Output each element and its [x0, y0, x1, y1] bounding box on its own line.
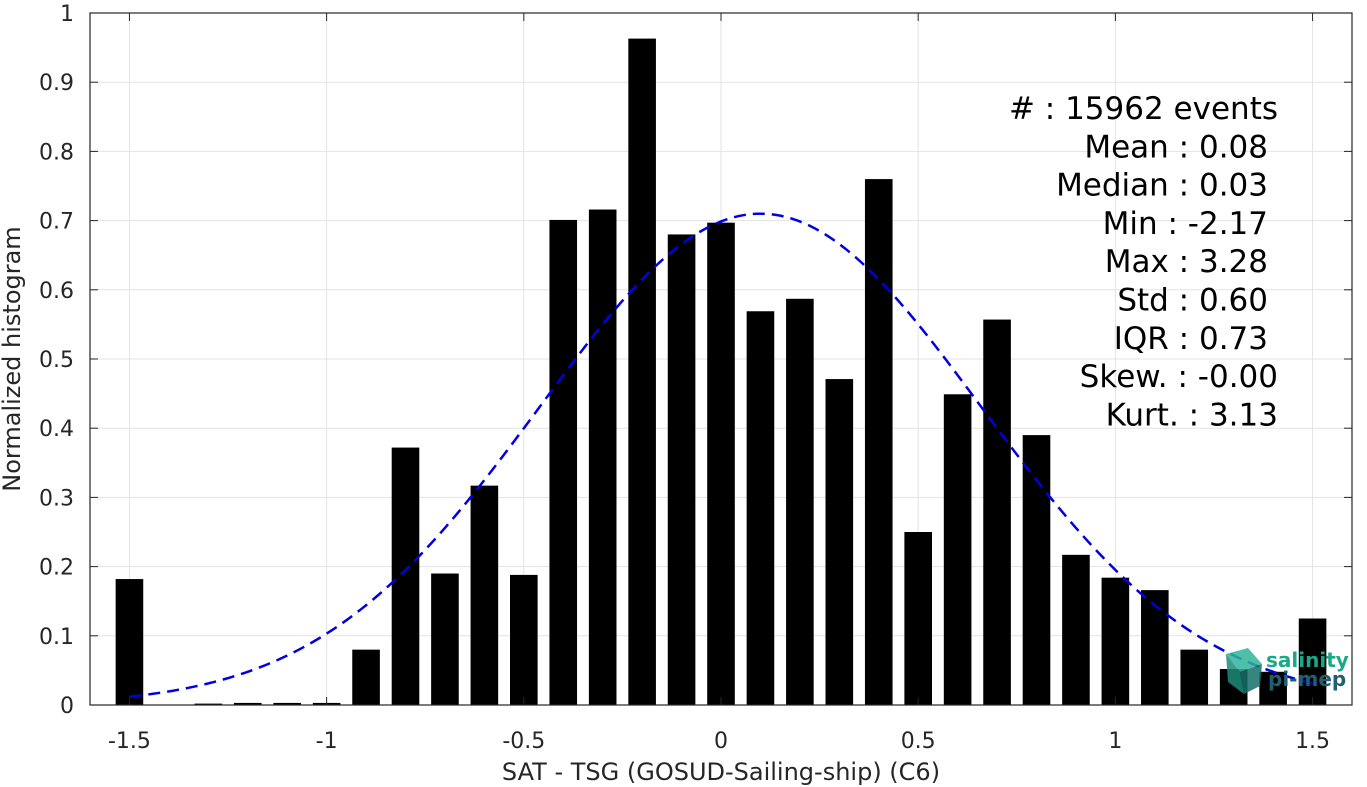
histogram-bar [1062, 554, 1090, 705]
y-tick-label: 0.9 [39, 71, 74, 96]
x-tick-labels: -1.5 -1 -0.5 0 0.5 1 1.5 [108, 729, 1330, 754]
x-tick-label: 1 [1108, 729, 1122, 754]
histogram-bar [273, 702, 301, 705]
stats-line: Std : 0.60 [1117, 283, 1268, 319]
x-tick-label: 1.5 [1295, 729, 1330, 754]
y-axis-label: Normalized histogram [0, 226, 26, 491]
y-tick-labels: 0 0.1 0.2 0.3 0.4 0.5 0.6 0.7 0.8 0.9 1 [39, 2, 74, 719]
histogram-bar [667, 234, 696, 705]
stats-line: Median : 0.03 [1056, 168, 1268, 204]
histogram-bar [233, 702, 262, 705]
logo-text-line2: pi-mep [1268, 667, 1346, 691]
y-tick-label: 1 [60, 2, 74, 27]
stats-line: Mean : 0.08 [1084, 129, 1268, 165]
histogram-bar [194, 703, 223, 705]
histogram-bar [746, 311, 775, 705]
histogram-bar [1141, 590, 1169, 705]
y-tick-label: 0.7 [39, 210, 74, 235]
x-tick-label: -1.5 [108, 729, 151, 754]
histogram-bar [1101, 577, 1130, 705]
histogram-bar [983, 319, 1011, 705]
histogram-bar [115, 579, 144, 705]
stats-line: Min : -2.17 [1103, 206, 1268, 242]
y-tick-label: 0.5 [39, 348, 74, 373]
stats-line: Kurt. : 3.13 [1106, 397, 1278, 433]
logo-cube-icon [1226, 648, 1262, 694]
histogram-bar [1180, 649, 1209, 705]
stats-line: Max : 3.28 [1105, 244, 1268, 280]
histogram-bar [1259, 671, 1287, 705]
stats-line: # : 15962 events [1009, 91, 1278, 127]
histogram-bar [943, 394, 972, 705]
y-tick-label: 0 [60, 694, 74, 719]
histogram-bar [904, 532, 932, 705]
histogram-bar [825, 379, 854, 705]
x-tick-label: 0 [714, 729, 728, 754]
histogram-bar [864, 179, 893, 705]
histogram-bar [628, 38, 656, 705]
histogram-bar [1298, 618, 1327, 705]
y-tick-label: 0.4 [39, 417, 74, 442]
histogram-bar [707, 222, 735, 705]
y-tick-label: 0.6 [39, 279, 74, 304]
stats-line: Skew. : -0.00 [1080, 359, 1278, 395]
x-tick-label: -0.5 [502, 729, 545, 754]
histogram-bar [786, 298, 814, 705]
histogram-bar [352, 649, 380, 705]
histogram-bar [391, 447, 420, 705]
y-tick-label: 0.2 [39, 556, 74, 581]
histogram-bar [510, 574, 538, 705]
x-axis-label: SAT - TSG (GOSUD-Sailing-ship) (C6) [502, 758, 940, 786]
y-tick-label: 0.1 [39, 625, 74, 650]
y-tick-label: 0.8 [39, 140, 74, 165]
histogram-bar [549, 219, 578, 705]
x-tick-label: 0.5 [901, 729, 936, 754]
histogram-bar [588, 209, 617, 705]
stats-line: IQR : 0.73 [1114, 321, 1268, 357]
y-tick-label: 0.3 [39, 486, 74, 511]
x-tick-label: -1 [316, 729, 338, 754]
tick-marks [90, 12, 1352, 706]
logo-text-line1: salinity [1266, 648, 1349, 672]
salinity-pimep-logo: salinity pi-mep [1226, 648, 1349, 694]
histogram-bar [431, 573, 459, 705]
histogram-bar [470, 485, 499, 705]
normal-fit-curve [129, 212, 1313, 698]
histogram-bar [1022, 435, 1051, 705]
